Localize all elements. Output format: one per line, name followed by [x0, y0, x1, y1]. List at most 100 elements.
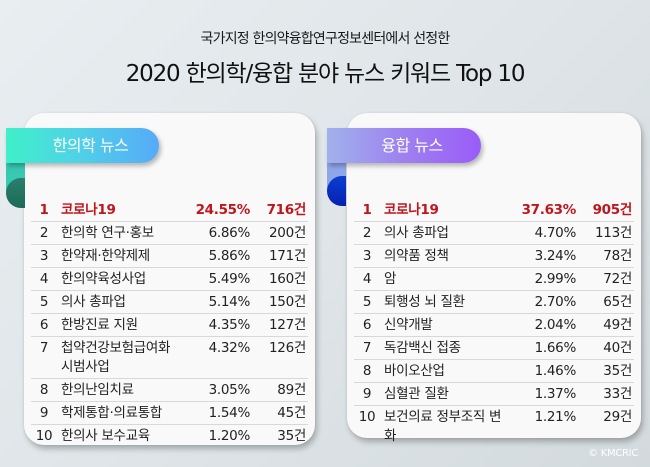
count: 78건: [603, 248, 632, 264]
count: 160건: [269, 271, 306, 287]
percent: 6.86%: [208, 225, 251, 241]
count: 113건: [595, 225, 632, 241]
count: 905건: [592, 202, 633, 218]
table-row: 1 코로나19 24.55% 716건: [31, 199, 308, 222]
percent: 5.14%: [208, 294, 251, 310]
rank: 10: [358, 409, 376, 425]
keyword: 의사 총파업: [61, 294, 126, 310]
percent: 24.55%: [195, 202, 251, 218]
percent: 1.66%: [534, 340, 577, 356]
table-row: 4 암 2.99% 72건: [354, 268, 634, 291]
percent: 5.49%: [208, 271, 251, 287]
korean-medicine-news-card: [24, 113, 315, 445]
keyword: 독감백신 접종: [384, 340, 461, 356]
table-row: 10 보건의료 정부조직 변화 1.21% 29건: [354, 406, 634, 447]
count: 171건: [269, 248, 306, 264]
count: 72건: [603, 271, 632, 287]
keyword: 한의난임치료: [61, 382, 134, 398]
rank: 1: [39, 202, 49, 218]
count: 716건: [266, 202, 307, 218]
table-row: 4 한의약육성사업 5.49% 160건: [31, 268, 308, 291]
count: 45건: [277, 405, 306, 421]
count: 35건: [603, 363, 632, 379]
rank: 8: [39, 382, 49, 398]
table-row: 5 의사 총파업 5.14% 150건: [31, 291, 308, 314]
table-row: 6 한방진료 지원 4.35% 127건: [31, 314, 308, 337]
table-row: 2 한의학 연구·홍보 6.86% 200건: [31, 222, 308, 245]
ribbon-fold: [6, 178, 25, 208]
percent: 1.54%: [208, 405, 251, 421]
table-row: 7 독감백신 접종 1.66% 40건: [354, 337, 634, 360]
percent: 2.99%: [534, 271, 577, 287]
percent: 2.04%: [534, 317, 577, 333]
keyword: 암: [384, 271, 397, 287]
rank: 5: [39, 294, 49, 310]
ribbon-label: 융합 뉴스: [381, 136, 443, 155]
rank: 7: [362, 340, 372, 356]
table-row: 7 첩약건강보험급여화 시범사업 4.32% 126건: [31, 337, 308, 379]
rank: 7: [39, 340, 49, 356]
convergence-news-ribbon: 융합 뉴스: [327, 128, 481, 163]
page-title: 2020 한의학/융합 분야 뉴스 키워드 Top 10: [125, 61, 526, 87]
table-row: 6 신약개발 2.04% 49건: [354, 314, 634, 337]
rank: 9: [362, 386, 372, 402]
percent: 3.24%: [534, 248, 577, 264]
count: 89건: [277, 382, 306, 398]
percent: 4.35%: [208, 317, 251, 333]
rank: 6: [39, 317, 49, 333]
percent: 2.70%: [534, 294, 577, 310]
rank: 2: [39, 225, 49, 241]
count: 33건: [603, 386, 632, 402]
percent: 4.70%: [534, 225, 577, 241]
keyword: 한의사 보수교육: [61, 428, 150, 444]
rank: 5: [362, 294, 372, 310]
ribbon-fold: [327, 176, 346, 206]
percent: 4.32%: [208, 340, 251, 356]
keyword: 의약품 정책: [384, 248, 449, 264]
keyword: 심혈관 질환: [384, 386, 449, 402]
percent: 3.05%: [208, 382, 251, 398]
table-row: 2 의사 총파업 4.70% 113건: [354, 222, 634, 245]
table-row: 3 의약품 정책 3.24% 78건: [354, 245, 634, 268]
table-row: 1 코로나19 37.63% 905건: [354, 199, 634, 222]
rank: 2: [362, 225, 372, 241]
rank: 4: [39, 271, 49, 287]
keyword: 퇴행성 뇌 질환: [384, 294, 465, 310]
count: 29건: [603, 409, 632, 425]
korean-medicine-keyword-table: 1 코로나19 24.55% 716건 2 한의학 연구·홍보 6.86% 20…: [31, 199, 308, 447]
header: 국가지정 한의약융합연구정보센터에서 선정한 2020 한의학/융합 분야 뉴스…: [0, 30, 650, 88]
count: 127건: [269, 317, 306, 333]
keyword: 첩약건강보험급여화 시범사업: [61, 340, 171, 375]
keyword: 한의약육성사업: [61, 271, 146, 287]
rank: 9: [39, 405, 49, 421]
table-row: 10 한의사 보수교육 1.20% 35건: [31, 425, 308, 447]
rank: 3: [362, 248, 372, 264]
count: 150건: [269, 294, 306, 310]
percent: 1.37%: [534, 386, 577, 402]
keyword: 바이오산업: [384, 363, 445, 379]
convergence-keyword-table: 1 코로나19 37.63% 905건 2 의사 총파업 4.70% 113건 …: [354, 199, 634, 447]
percent: 5.86%: [208, 248, 251, 264]
keyword: 학제통합·의료통합: [61, 405, 162, 421]
keyword: 의사 총파업: [384, 225, 449, 241]
convergence-news-card: [347, 113, 641, 438]
keyword: 보건의료 정부조직 변화: [384, 409, 502, 444]
table-row: 9 학제통합·의료통합 1.54% 45건: [31, 402, 308, 425]
table-row: 8 한의난임치료 3.05% 89건: [31, 379, 308, 402]
percent: 1.20%: [208, 428, 251, 444]
subtitle: 국가지정 한의약융합연구정보센터에서 선정한: [200, 31, 451, 47]
keyword: 신약개발: [384, 317, 433, 333]
copyright-credit: © KMCRIC: [588, 448, 638, 459]
count: 40건: [603, 340, 632, 356]
table-row: 5 퇴행성 뇌 질환 2.70% 65건: [354, 291, 634, 314]
keyword: 코로나19: [384, 202, 439, 218]
keyword: 한방진료 지원: [61, 317, 138, 333]
rank: 3: [39, 248, 49, 264]
count: 65건: [603, 294, 632, 310]
count: 35건: [277, 428, 306, 444]
ribbon-label: 한의학 뉴스: [52, 136, 129, 155]
rank: 4: [362, 271, 372, 287]
keyword: 한의학 연구·홍보: [61, 225, 154, 241]
count: 126건: [269, 340, 306, 356]
table-row: 8 바이오산업 1.46% 35건: [354, 360, 634, 383]
